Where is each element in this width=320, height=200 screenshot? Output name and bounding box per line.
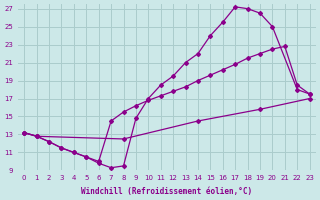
X-axis label: Windchill (Refroidissement éolien,°C): Windchill (Refroidissement éolien,°C) [81, 187, 252, 196]
